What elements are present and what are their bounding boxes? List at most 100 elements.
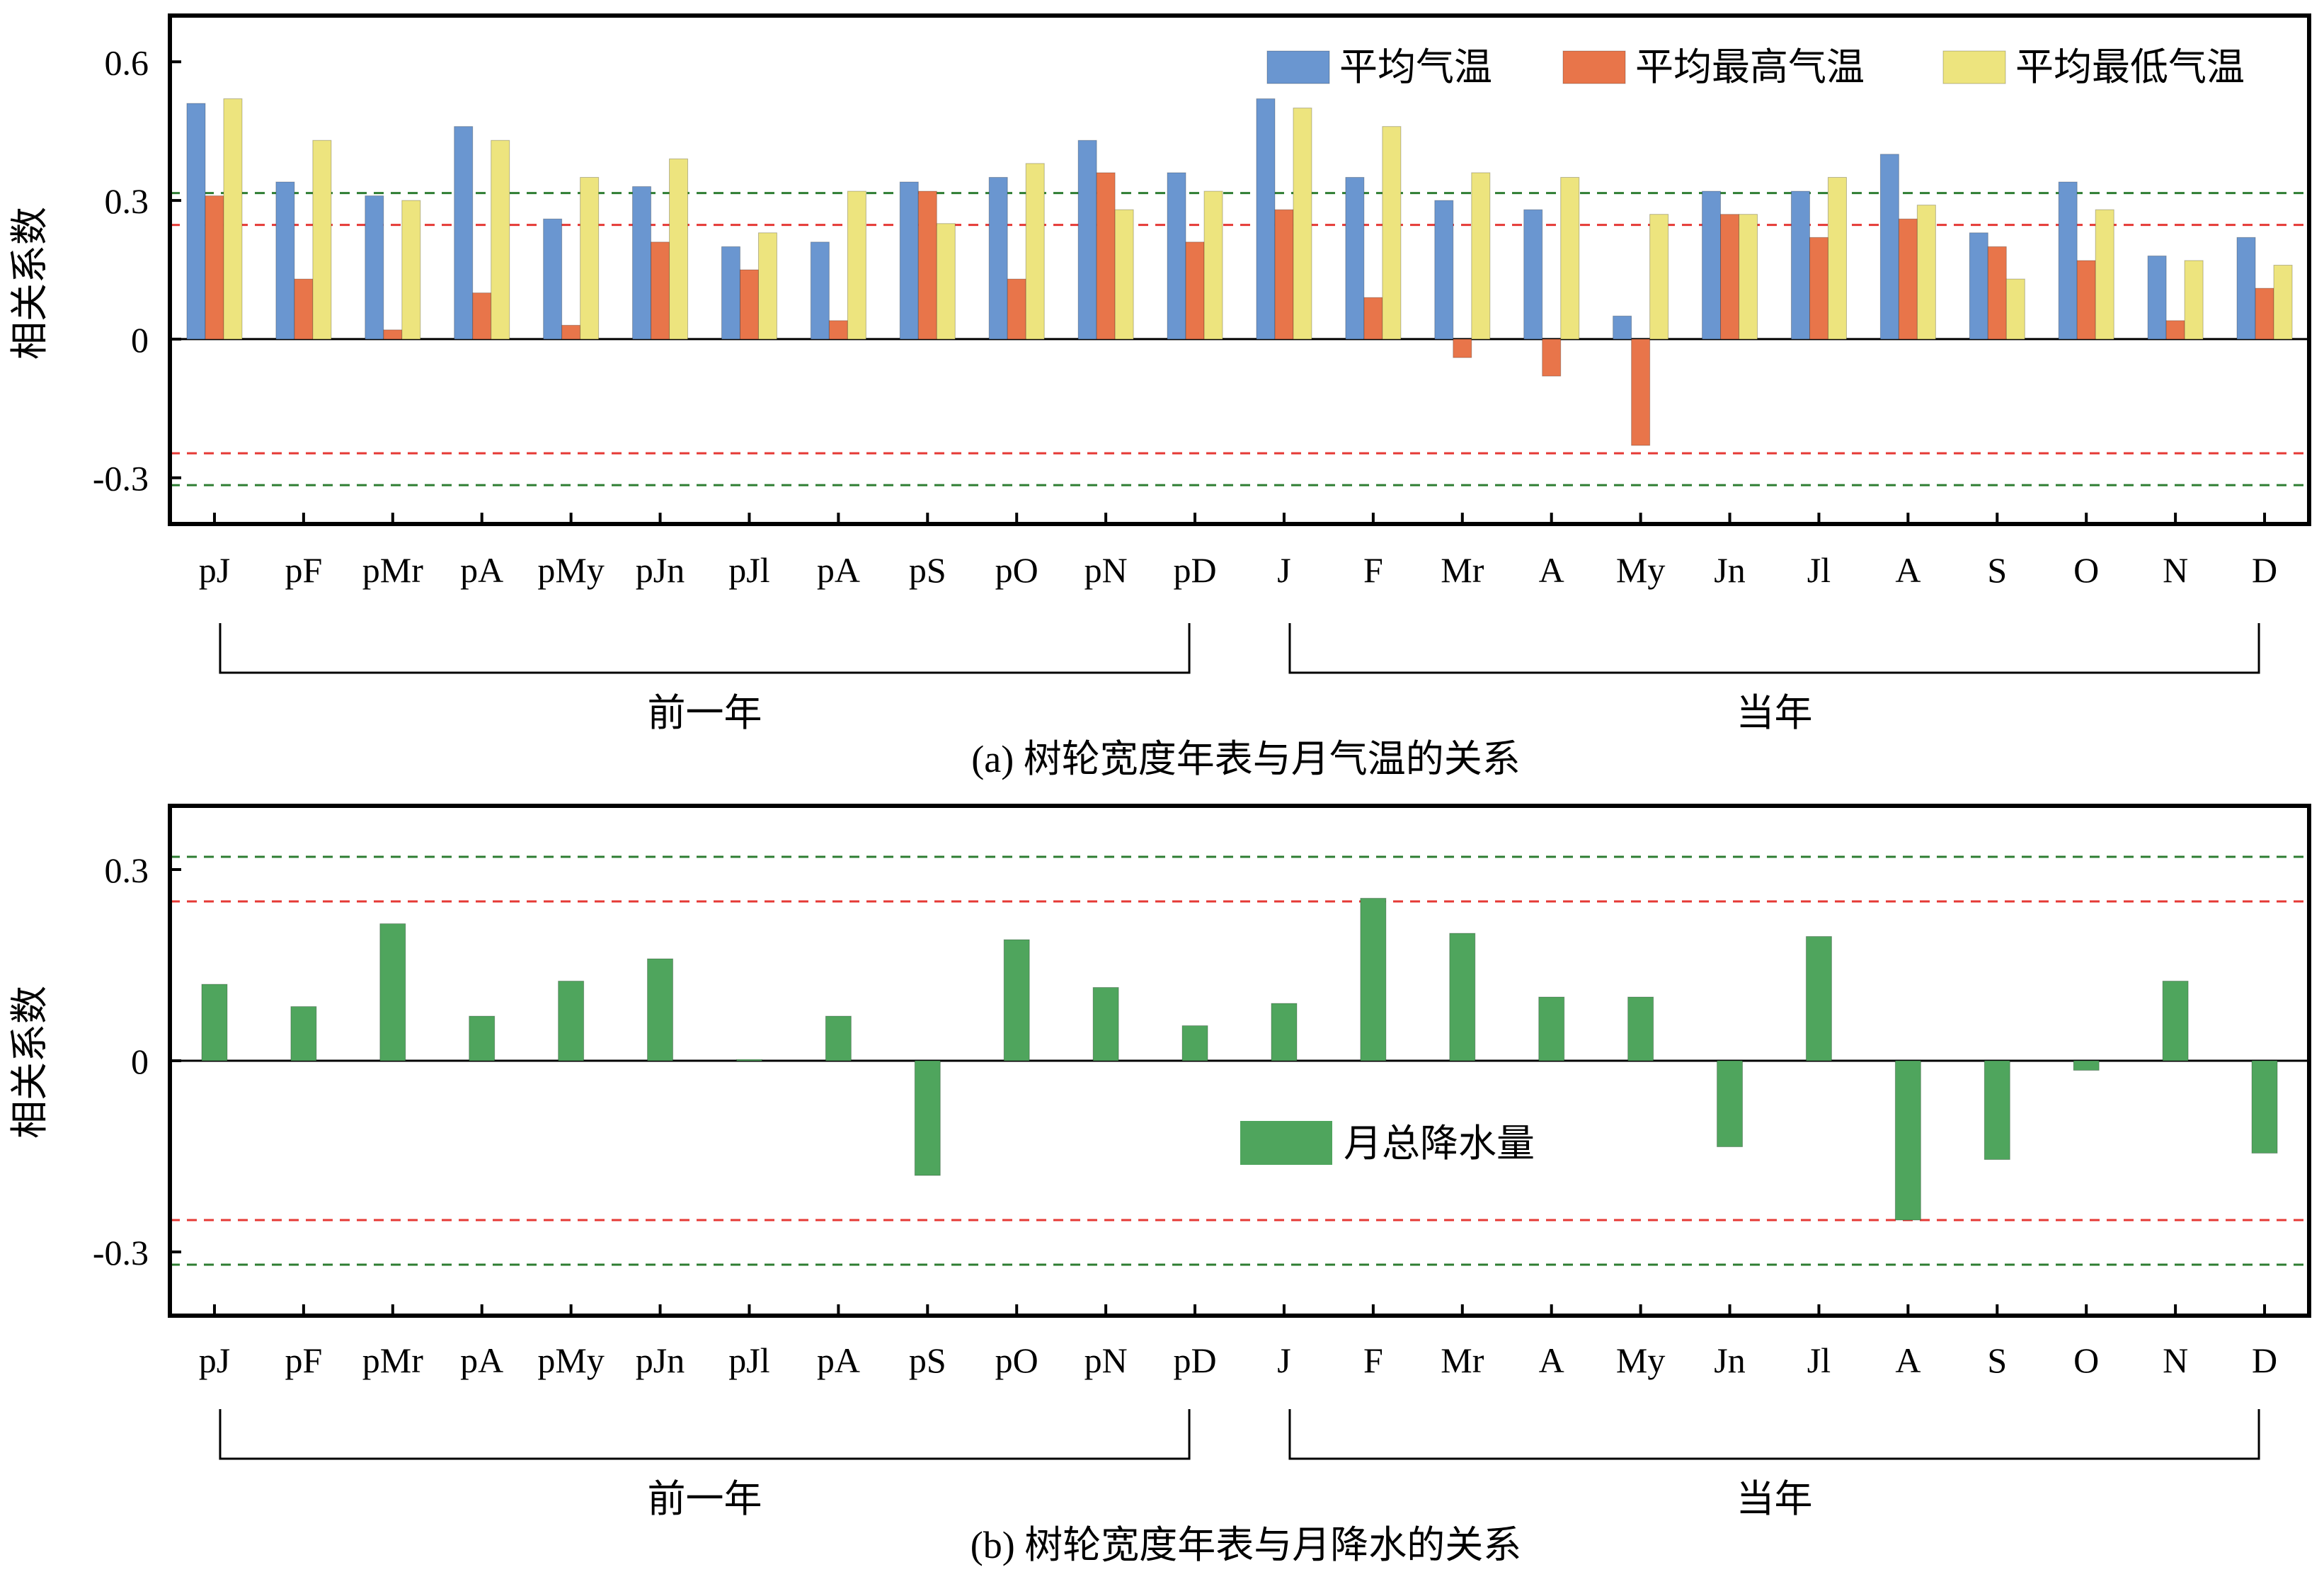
bar	[1987, 246, 2007, 340]
bar	[917, 190, 937, 340]
x-tick-label: pS	[909, 550, 946, 590]
bar	[1203, 190, 1223, 340]
bar	[2255, 287, 2274, 340]
bar	[223, 98, 243, 340]
bar	[2184, 260, 2204, 340]
group-bracket	[1288, 1409, 2260, 1460]
bar	[1382, 126, 1402, 340]
bar	[1092, 987, 1119, 1061]
x-tick-label: pF	[285, 550, 322, 590]
legend-swatch	[1562, 50, 1626, 84]
bar	[1969, 232, 1988, 340]
bar	[1345, 176, 1365, 340]
x-tick-label: pMy	[537, 550, 604, 590]
bar	[1167, 172, 1186, 340]
x-tick-label: F	[1363, 550, 1383, 590]
chart-a-caption: (a) 树轮宽度年表与月气温的关系	[971, 738, 1520, 780]
x-tick-label: pN	[1084, 1340, 1128, 1380]
x-tick-label: pA	[817, 550, 860, 590]
bar	[2273, 264, 2293, 340]
bar	[1077, 139, 1097, 340]
chart-b-bars	[201, 898, 2278, 1221]
bar	[469, 1015, 496, 1061]
bar	[739, 269, 759, 340]
bar	[2251, 1060, 2278, 1154]
y-tick-label: -0.3	[93, 1233, 149, 1272]
x-tick-label: pA	[460, 1340, 503, 1380]
bar	[1360, 898, 1387, 1061]
x-tick-label: pJn	[636, 550, 685, 590]
bar	[647, 958, 674, 1061]
group-bracket	[1288, 623, 2260, 674]
chart-a-ylabel: 相关系数	[8, 207, 51, 360]
bar	[1271, 1003, 1298, 1061]
x-tick-label: Jn	[1714, 550, 1745, 590]
legend-swatch	[1942, 50, 2006, 84]
bar	[1613, 315, 1632, 340]
bar	[988, 176, 1008, 340]
x-tick-label: Mr	[1441, 550, 1484, 590]
bar	[847, 190, 866, 340]
y-tick-label: 0	[131, 320, 149, 360]
bar	[936, 223, 956, 340]
bar	[735, 1059, 762, 1061]
bar	[1256, 98, 1276, 340]
chart-a: 0.60.30-0.3 相关系数 pJ pF pMr pA pMy pJn pJl pA pS p…	[8, 13, 2311, 780]
bar	[2147, 255, 2167, 340]
bar	[383, 329, 403, 340]
bar	[186, 103, 206, 340]
x-tick-label: pMr	[362, 1340, 423, 1380]
x-tick-label: J	[1277, 1340, 1290, 1380]
bar	[580, 176, 600, 340]
x-tick-label: D	[2252, 1340, 2277, 1380]
bar	[2005, 278, 2025, 340]
group-bracket	[219, 1409, 1191, 1460]
bar	[1449, 933, 1476, 1061]
bar	[491, 139, 510, 340]
chart-b-x-ticks: pJ pF pMr pA pMy pJn pJl pA pS pO pN pD J F Mr A My Jn Jl A…	[199, 1304, 2277, 1380]
x-tick-label: A	[1539, 1340, 1564, 1380]
x-tick-label: pS	[909, 1340, 946, 1380]
bar	[2058, 181, 2078, 340]
y-tick-label: 0.3	[105, 850, 149, 890]
bar	[2076, 260, 2096, 340]
bar	[1827, 176, 1847, 340]
x-tick-label: pJl	[728, 550, 769, 590]
legend-label: 平均气温	[1339, 46, 1492, 89]
x-tick-label: pF	[285, 1340, 322, 1380]
x-tick-label: My	[1616, 550, 1665, 590]
bar	[2073, 1060, 2100, 1071]
bar	[810, 241, 830, 340]
group-label: 当年	[1736, 1478, 1813, 1520]
y-tick-label: -0.3	[93, 459, 149, 499]
chart-b: 0.30-0.3 相关系数 pJ pF pMr pA pMy pJn pJl pA pS pO pN…	[8, 804, 2311, 1566]
y-tick-label: 0.6	[105, 42, 149, 82]
x-tick-label: pJl	[728, 1340, 769, 1380]
bar	[721, 246, 740, 340]
bar	[669, 158, 689, 340]
bar	[1631, 338, 1651, 446]
legend-swatch	[1240, 1121, 1332, 1165]
group-label: 前一年	[648, 692, 762, 734]
bar	[1274, 209, 1294, 340]
bar	[1096, 172, 1116, 340]
x-tick-label: A	[1539, 550, 1564, 590]
bar	[290, 1006, 317, 1061]
x-tick-label: My	[1616, 1340, 1665, 1380]
x-tick-label: S	[1987, 1340, 2007, 1380]
bar	[632, 186, 652, 340]
bar	[1471, 172, 1491, 340]
chart-a-groups: 前一年 当年	[219, 623, 2260, 734]
y-tick-label: 0.3	[105, 181, 149, 221]
bar	[1114, 209, 1134, 340]
bar	[1916, 205, 1936, 340]
chart-a-bars	[186, 98, 2293, 446]
x-tick-label: O	[2073, 550, 2099, 590]
bar	[1560, 176, 1580, 340]
x-tick-label: pA	[460, 550, 503, 590]
x-tick-label: pO	[995, 1340, 1038, 1380]
bar	[1894, 1060, 1921, 1221]
x-tick-label: A	[1895, 1340, 1921, 1380]
bar	[379, 923, 406, 1061]
chart-a-legend: 平均气温 平均最高气温 平均最低气温	[1266, 46, 2245, 89]
